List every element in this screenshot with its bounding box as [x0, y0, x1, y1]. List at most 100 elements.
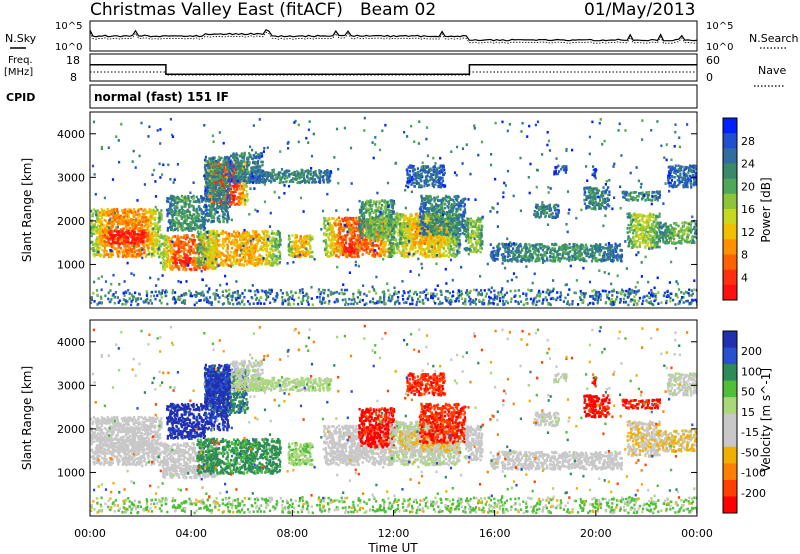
- power-cell: [234, 156, 237, 160]
- power-cell: [226, 200, 229, 203]
- power-cell: [323, 216, 326, 220]
- power-cell: [182, 268, 185, 271]
- power-cell: [192, 200, 195, 203]
- power-cell: [142, 245, 145, 249]
- power-cell: [243, 153, 246, 157]
- power-cell: [203, 264, 206, 268]
- power-cell: [158, 211, 161, 215]
- power-cell: [181, 246, 184, 249]
- power-cell: [350, 252, 353, 255]
- power-cell: [166, 227, 170, 230]
- power-cell: [215, 190, 218, 194]
- power-cell: [307, 179, 311, 182]
- power-cell: [207, 241, 211, 244]
- power-cell: [96, 246, 99, 249]
- power-cell: [315, 174, 318, 177]
- power-cell: [171, 202, 174, 206]
- power-cell: [293, 242, 296, 245]
- power-cell: [238, 181, 241, 184]
- power-cell: [142, 209, 145, 213]
- power-cell: [114, 234, 117, 237]
- power-cell: [234, 190, 237, 193]
- power-cell: [235, 197, 238, 200]
- power-cell: [234, 154, 237, 157]
- power-cell: [181, 196, 184, 199]
- power-cell: [308, 170, 311, 173]
- power-cell: [388, 240, 391, 243]
- power-cell: [209, 158, 212, 161]
- power-cell: [230, 234, 233, 238]
- power-cell: [136, 249, 139, 252]
- power-cell: [125, 212, 128, 216]
- power-cell: [169, 264, 172, 267]
- power-cell: [215, 183, 218, 186]
- power-cell: [292, 240, 295, 244]
- power-cell: [125, 218, 128, 221]
- power-cell: [243, 245, 246, 248]
- power-cell: [166, 212, 169, 216]
- power-cell: [180, 264, 183, 268]
- power-cell: [207, 183, 210, 186]
- power-cell: [214, 210, 217, 213]
- power-cell: [196, 248, 199, 252]
- power-cell: [244, 254, 247, 257]
- power-cell: [174, 260, 177, 263]
- power-cell: [240, 164, 243, 168]
- power-cell: [230, 161, 233, 165]
- power-cell: [92, 243, 95, 247]
- power-cell: [150, 255, 153, 258]
- power-cell: [250, 262, 254, 266]
- power-cell: [221, 252, 224, 256]
- power-cell: [233, 240, 236, 244]
- power-cell: [249, 180, 252, 183]
- power-cell: [201, 196, 204, 200]
- power-cell: [227, 161, 230, 165]
- power-cell: [345, 241, 348, 245]
- power-cell: [132, 220, 135, 223]
- power-cell: [104, 213, 107, 216]
- power-cell: [248, 161, 251, 165]
- power-cell: [218, 186, 221, 190]
- power-cell: [144, 231, 148, 235]
- power-cell: [244, 260, 247, 263]
- power-cell: [225, 218, 229, 221]
- power-cell: [225, 195, 228, 199]
- power-cell: [239, 154, 242, 158]
- power-cell: [121, 222, 124, 226]
- power-cell: [311, 235, 314, 239]
- power-cell: [232, 251, 235, 255]
- power-cell: [232, 187, 235, 191]
- power-cell: [212, 243, 215, 246]
- power-cell: [198, 256, 201, 259]
- power-cell: [159, 243, 162, 247]
- power-cell: [134, 255, 137, 259]
- power-cell: [260, 152, 263, 155]
- power-cell: [288, 248, 292, 251]
- power-cell: [163, 239, 166, 242]
- power-cell: [341, 229, 344, 232]
- power-cell: [148, 243, 151, 246]
- power-cell: [102, 224, 105, 227]
- power-cell: [377, 244, 380, 248]
- power-cell: [185, 222, 188, 226]
- power-cell: [238, 244, 242, 248]
- power-cell: [122, 209, 125, 212]
- power-cell: [130, 250, 134, 253]
- power-cell: [200, 250, 203, 253]
- power-cell: [263, 180, 267, 184]
- power-cell: [213, 245, 216, 248]
- power-cell: [183, 209, 186, 213]
- power-cell: [210, 237, 213, 240]
- power-cell: [140, 227, 143, 231]
- freq-line: [90, 64, 697, 76]
- power-cell: [121, 255, 124, 258]
- power-cell: [206, 192, 209, 195]
- power-cell: [90, 231, 93, 234]
- power-cell: [235, 152, 238, 155]
- power-cell: [169, 203, 172, 206]
- power-cell: [258, 235, 261, 239]
- power-cell: [176, 201, 179, 205]
- power-cell: [166, 254, 169, 258]
- power-cell: [209, 247, 212, 251]
- power-cell: [212, 257, 215, 260]
